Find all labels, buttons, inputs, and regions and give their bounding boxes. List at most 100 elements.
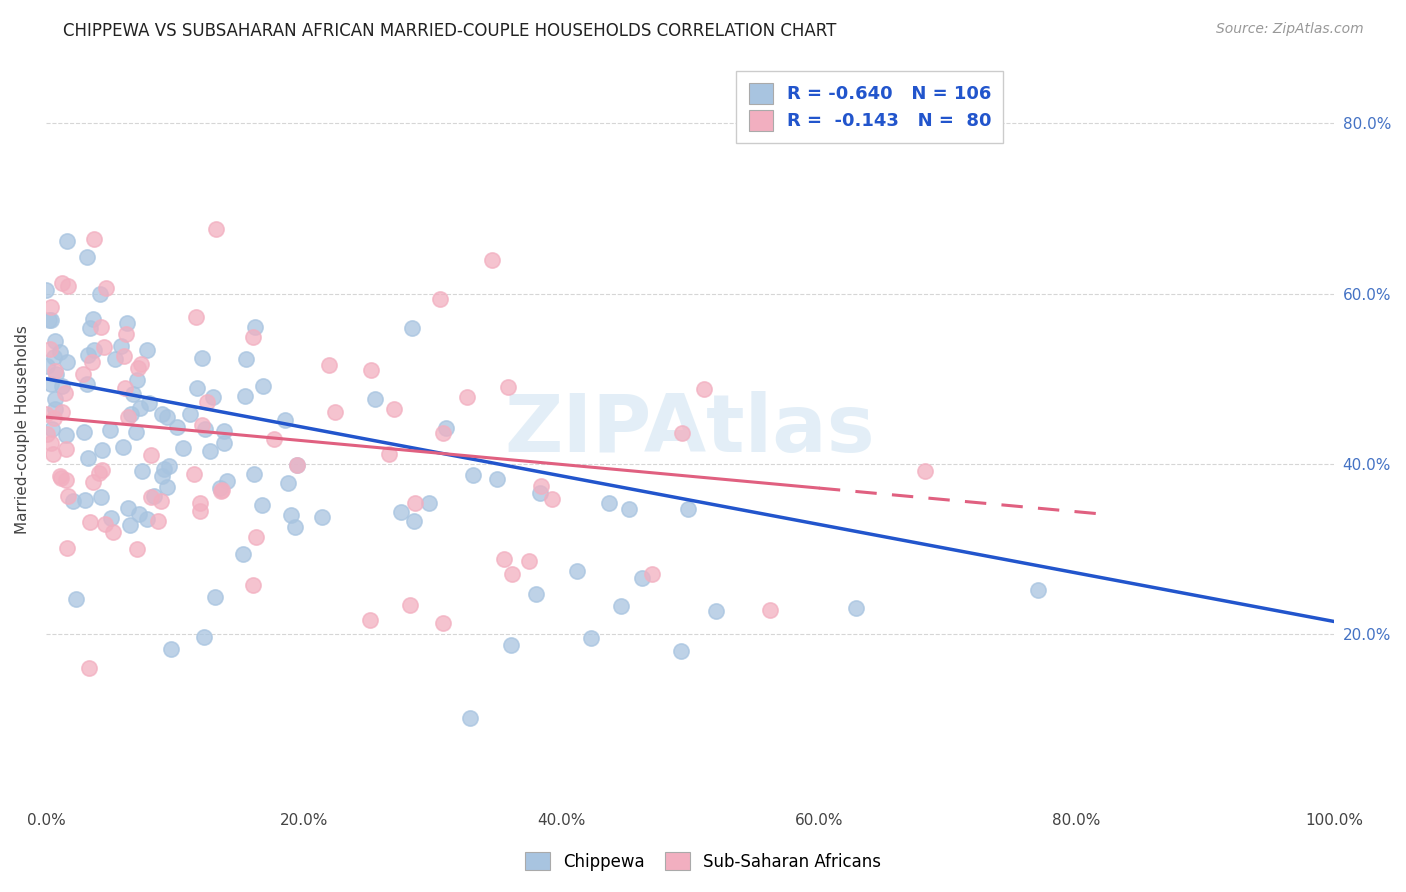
Point xyxy=(38,312,60,326)
Point xyxy=(129,357,152,371)
Point xyxy=(114,381,136,395)
Point xyxy=(79,320,101,334)
Point xyxy=(39,436,62,450)
Point xyxy=(524,587,547,601)
Point xyxy=(166,420,188,434)
Point xyxy=(364,392,387,407)
Point xyxy=(83,232,105,246)
Point xyxy=(83,343,105,357)
Point xyxy=(76,377,98,392)
Point xyxy=(39,376,62,391)
Point xyxy=(191,417,214,432)
Point xyxy=(277,476,299,491)
Point xyxy=(89,287,111,301)
Point xyxy=(79,515,101,529)
Point xyxy=(80,355,103,369)
Point xyxy=(252,379,274,393)
Point xyxy=(458,711,481,725)
Point xyxy=(432,426,454,441)
Point xyxy=(117,317,139,331)
Point xyxy=(76,250,98,264)
Point xyxy=(152,461,174,475)
Point xyxy=(494,552,516,566)
Point xyxy=(44,401,66,416)
Point xyxy=(41,422,63,436)
Point xyxy=(212,435,235,450)
Point xyxy=(35,407,58,421)
Point xyxy=(398,599,420,613)
Point xyxy=(617,502,640,516)
Point xyxy=(243,320,266,334)
Point xyxy=(197,394,219,409)
Point xyxy=(62,494,84,508)
Point xyxy=(148,514,170,528)
Point xyxy=(501,638,523,652)
Point xyxy=(44,364,66,378)
Point xyxy=(55,428,77,442)
Point xyxy=(190,496,212,510)
Point xyxy=(671,426,693,441)
Point xyxy=(117,500,139,515)
Point xyxy=(463,467,485,482)
Point xyxy=(212,424,235,438)
Point xyxy=(87,466,110,480)
Text: Source: ZipAtlas.com: Source: ZipAtlas.com xyxy=(1216,22,1364,37)
Point xyxy=(318,359,340,373)
Point xyxy=(581,631,603,645)
Point xyxy=(51,276,73,290)
Point xyxy=(65,592,87,607)
Point xyxy=(242,330,264,344)
Point xyxy=(541,492,564,507)
Point xyxy=(389,505,412,519)
Point xyxy=(35,283,58,297)
Point xyxy=(82,312,104,326)
Point xyxy=(1026,582,1049,597)
Point xyxy=(56,541,79,555)
Point xyxy=(517,554,540,568)
Point xyxy=(631,571,654,585)
Point xyxy=(100,511,122,525)
Point xyxy=(204,591,226,605)
Point xyxy=(704,604,727,618)
Point xyxy=(235,352,257,367)
Point xyxy=(359,613,381,627)
Point xyxy=(131,464,153,478)
Point xyxy=(120,518,142,533)
Point xyxy=(98,423,121,437)
Point xyxy=(42,447,65,461)
Point xyxy=(641,567,664,582)
Point xyxy=(55,473,77,487)
Point xyxy=(202,390,225,404)
Point xyxy=(211,483,233,498)
Point xyxy=(378,447,401,461)
Point xyxy=(274,412,297,426)
Point xyxy=(529,486,551,500)
Point xyxy=(418,496,440,510)
Legend: Chippewa, Sub-Saharan Africans: Chippewa, Sub-Saharan Africans xyxy=(516,844,890,880)
Point xyxy=(567,564,589,578)
Point xyxy=(94,516,117,531)
Point xyxy=(44,334,66,348)
Point xyxy=(41,313,63,327)
Point xyxy=(56,234,79,248)
Point xyxy=(90,490,112,504)
Point xyxy=(150,469,173,483)
Point xyxy=(498,380,520,394)
Point xyxy=(55,355,77,369)
Point xyxy=(82,475,104,490)
Point xyxy=(139,448,162,462)
Point xyxy=(242,467,264,482)
Point xyxy=(51,379,73,393)
Point xyxy=(136,343,159,358)
Point xyxy=(280,508,302,523)
Point xyxy=(42,350,65,364)
Point xyxy=(179,407,201,421)
Point xyxy=(325,405,347,419)
Point xyxy=(401,321,423,335)
Point xyxy=(136,512,159,526)
Point xyxy=(77,450,100,465)
Point xyxy=(311,510,333,524)
Point xyxy=(120,407,142,421)
Point xyxy=(157,459,180,474)
Point xyxy=(90,442,112,457)
